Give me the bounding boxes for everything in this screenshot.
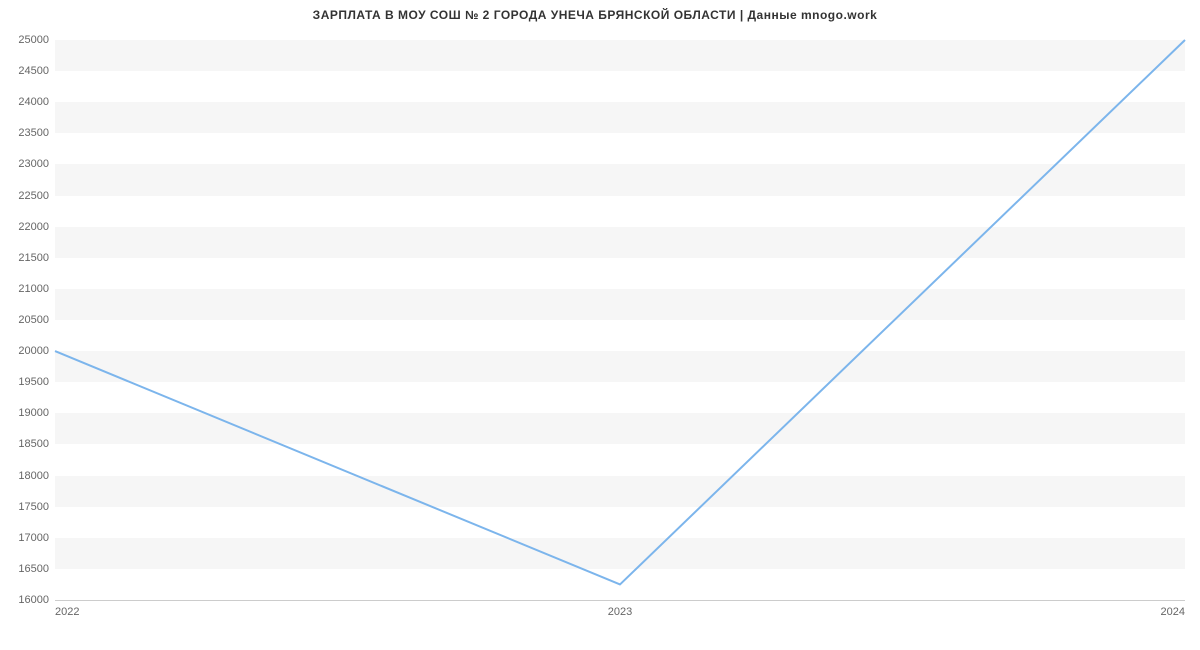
x-tick-label: 2024 <box>1161 606 1185 618</box>
y-tick-label: 16500 <box>18 563 49 575</box>
y-tick-label: 23500 <box>18 127 49 139</box>
y-tick-label: 20500 <box>18 314 49 326</box>
x-tick-label: 2022 <box>55 606 79 618</box>
y-tick-label: 17000 <box>18 532 49 544</box>
series-line-salary <box>55 40 1185 584</box>
y-tick-label: 21500 <box>18 252 49 264</box>
series-layer <box>55 40 1185 600</box>
y-tick-label: 17500 <box>18 501 49 513</box>
y-tick-label: 19000 <box>18 407 49 419</box>
y-tick-label: 19500 <box>18 376 49 388</box>
y-tick-label: 18500 <box>18 438 49 450</box>
x-tick-label: 2023 <box>608 606 632 618</box>
y-tick-label: 24000 <box>18 96 49 108</box>
y-tick-label: 23000 <box>18 158 49 170</box>
y-tick-label: 16000 <box>18 594 49 606</box>
y-tick-label: 24500 <box>18 65 49 77</box>
y-tick-label: 21000 <box>18 283 49 295</box>
y-tick-label: 18000 <box>18 470 49 482</box>
y-tick-label: 20000 <box>18 345 49 357</box>
y-tick-label: 25000 <box>18 34 49 46</box>
chart-title: ЗАРПЛАТА В МОУ СОШ № 2 ГОРОДА УНЕЧА БРЯН… <box>0 8 1190 22</box>
y-tick-label: 22000 <box>18 221 49 233</box>
salary-line-chart: ЗАРПЛАТА В МОУ СОШ № 2 ГОРОДА УНЕЧА БРЯН… <box>0 0 1200 650</box>
y-tick-label: 22500 <box>18 190 49 202</box>
x-axis-line <box>55 600 1185 601</box>
plot-area: 1600016500170001750018000185001900019500… <box>55 40 1185 600</box>
